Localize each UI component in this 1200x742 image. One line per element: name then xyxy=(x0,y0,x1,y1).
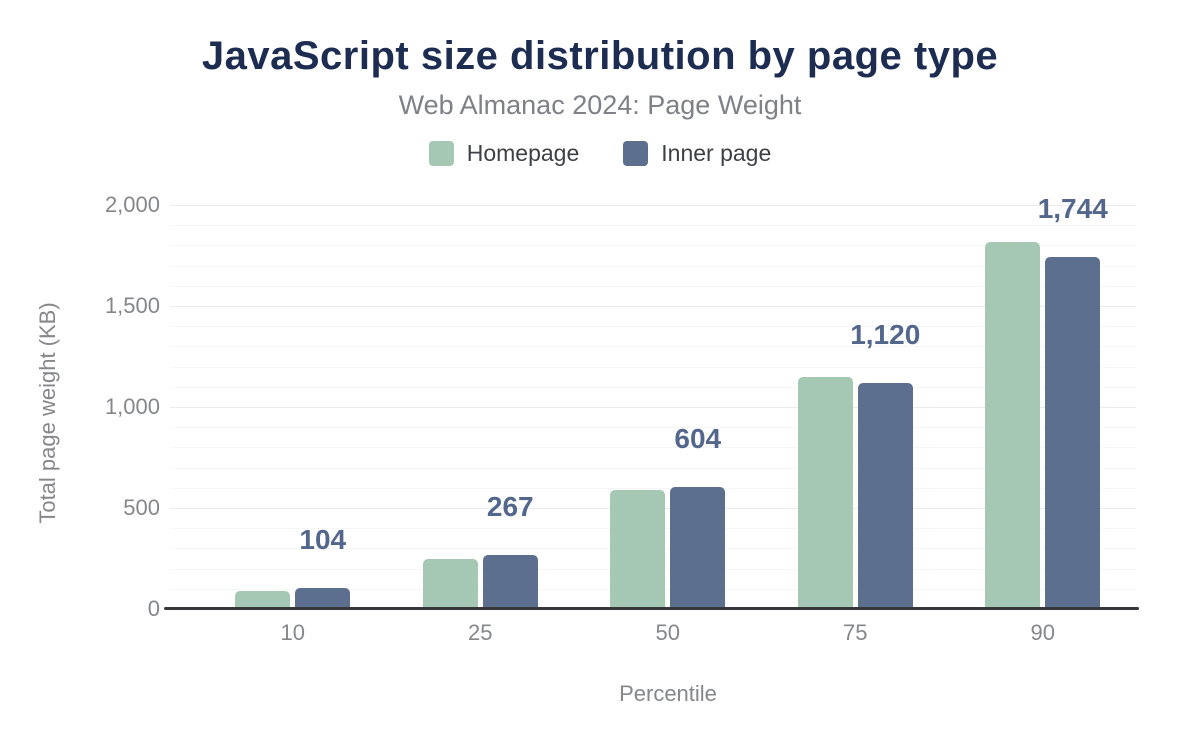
chart-title: JavaScript size distribution by page typ… xyxy=(201,34,999,78)
y-tick-label: 1,000 xyxy=(104,394,160,419)
bar-value-label: 1,744 xyxy=(1037,192,1108,224)
gridline-minor xyxy=(170,285,1136,287)
bar-value-label: 104 xyxy=(299,523,347,555)
gridline-minor xyxy=(170,487,1136,489)
y-tick-label: 1,500 xyxy=(104,293,160,318)
gridline-minor xyxy=(170,346,1136,348)
gridline-major xyxy=(170,306,1136,307)
legend-swatch-icon xyxy=(623,141,649,166)
x-tick-label: 50 xyxy=(655,620,680,645)
legend-label: Homepage xyxy=(466,140,580,166)
x-tick-label: 25 xyxy=(468,620,493,645)
gridline-minor xyxy=(170,326,1136,328)
y-tick-label: 2,000 xyxy=(104,192,160,217)
bar-inner-page xyxy=(1045,256,1101,609)
gridline-minor xyxy=(170,427,1136,429)
bar-inner-page xyxy=(857,382,913,609)
legend-item-homepage[interactable]: Homepage xyxy=(428,140,580,167)
x-axis-line xyxy=(164,607,1139,610)
legend-swatch-icon xyxy=(428,141,454,166)
x-tick-label: 75 xyxy=(843,620,868,645)
bar-homepage xyxy=(610,489,666,609)
gridline-minor xyxy=(170,447,1136,449)
bar-value-label: 1,120 xyxy=(850,318,921,350)
y-tick-label: 500 xyxy=(123,495,160,520)
legend-item-inner-page[interactable]: Inner page xyxy=(623,140,771,167)
x-tick-label: 10 xyxy=(280,620,305,645)
bar-homepage xyxy=(422,558,478,609)
x-axis-title: Percentile xyxy=(619,681,717,706)
bar-value-label: 604 xyxy=(674,422,722,454)
bar-homepage xyxy=(985,241,1041,609)
gridline-minor xyxy=(170,245,1136,247)
legend-label: Inner page xyxy=(661,140,772,166)
bar-inner-page xyxy=(482,555,538,609)
gridline-major xyxy=(170,205,1136,206)
gridline-major xyxy=(170,407,1136,408)
gridline-minor xyxy=(170,386,1136,388)
bar-homepage xyxy=(235,591,291,609)
gridline-minor xyxy=(170,265,1136,267)
gridline-minor xyxy=(170,467,1136,469)
bar-inner-page xyxy=(670,486,726,609)
x-tick-label: 90 xyxy=(1030,620,1055,645)
bar-homepage xyxy=(797,377,853,609)
bar-value-label: 267 xyxy=(486,491,534,523)
y-axis-title: Total page weight (KB) xyxy=(35,302,60,524)
legend: Homepage Inner page xyxy=(0,140,1200,167)
chart-subtitle: Web Almanac 2024: Page Weight xyxy=(398,90,802,120)
gridline-minor xyxy=(170,366,1136,368)
y-tick-label: 0 xyxy=(147,596,160,621)
bar-inner-page xyxy=(295,587,351,609)
gridline-minor xyxy=(170,225,1136,227)
